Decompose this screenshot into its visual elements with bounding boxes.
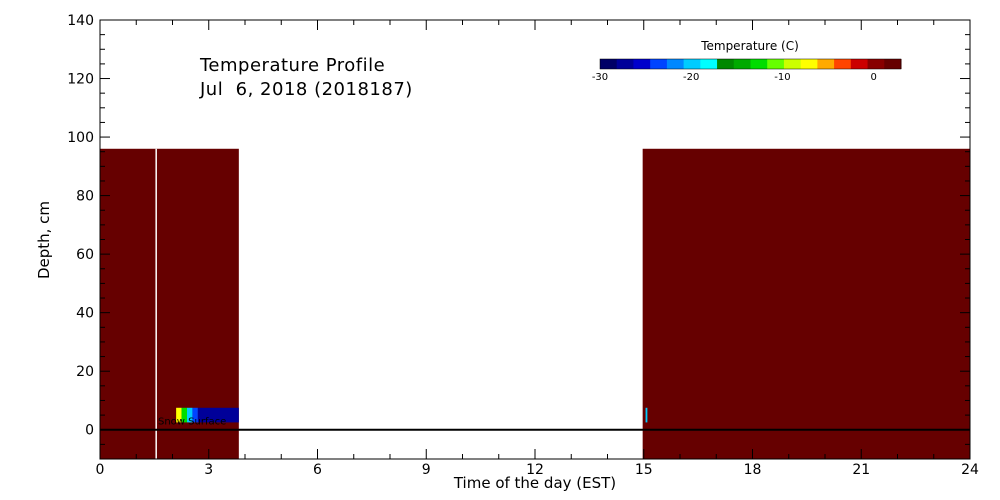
heatmap-block-3	[181, 407, 187, 423]
y-axis-label: Depth, cm	[35, 201, 53, 279]
colorbar-swatch-12	[800, 59, 818, 69]
colorbar-swatch-15	[850, 59, 869, 69]
y-tick-label-40: 40	[76, 306, 94, 322]
colorbar-swatch-5	[683, 59, 701, 69]
colorbar-swatch-6	[700, 59, 718, 69]
y-tick-label-100: 100	[67, 130, 94, 146]
colorbar	[599, 58, 902, 70]
snow-surface-annotation: Snow Surface	[158, 417, 226, 428]
x-tick-label-12: 12	[526, 462, 544, 478]
x-tick-label-15: 15	[635, 462, 653, 478]
heatmap-block-6	[197, 407, 239, 423]
colorbar-swatch-2	[633, 59, 651, 69]
x-axis-label: Time of the day (EST)	[453, 474, 616, 492]
colorbar-title: Temperature (C)	[700, 39, 799, 53]
x-tick-label-24: 24	[961, 462, 979, 478]
colorbar-swatch-8	[733, 59, 751, 69]
x-tick-label-18: 18	[744, 462, 762, 478]
colorbar-tick-label: -30	[592, 72, 608, 83]
axis-ticks	[99, 19, 971, 460]
heatmap-block-5	[192, 407, 198, 423]
colorbar-swatch-1	[616, 59, 634, 69]
heatmap-block-7	[645, 407, 648, 423]
colorbar-tick-label: 0	[870, 72, 876, 83]
colorbar-swatch-0	[600, 59, 618, 69]
colorbar-swatch-17	[884, 59, 902, 69]
heatmap-block-0	[100, 148, 239, 460]
colorbar-tick-label: -10	[774, 72, 790, 83]
y-tick-label-60: 60	[76, 247, 94, 263]
y-tick-labels: 0 20 40 60 80 100 120 140	[67, 13, 94, 439]
y-tick-label-20: 20	[76, 364, 94, 380]
heatmap-block-4	[187, 407, 193, 423]
heatmap-blocks	[100, 148, 970, 460]
y-tick-label-140: 140	[67, 13, 94, 29]
colorbar-swatch-11	[783, 59, 802, 69]
colorbar-swatch-4	[666, 59, 685, 69]
colorbar-swatch-7	[717, 59, 735, 69]
x-tick-label-0: 0	[96, 462, 105, 478]
x-tick-label-3: 3	[204, 462, 213, 478]
x-tick-label-6: 6	[313, 462, 322, 478]
x-tick-label-21: 21	[852, 462, 870, 478]
colorbar-swatch-16	[867, 59, 885, 69]
y-tick-label-120: 120	[67, 72, 94, 88]
colorbar-tick-labels: -30 -20 -10 0	[592, 72, 877, 83]
colorbar-tick-label: -20	[683, 72, 699, 83]
heatmap-block-2	[176, 407, 182, 423]
colorbar-swatch-14	[834, 59, 852, 69]
y-tick-label-0: 0	[85, 423, 94, 439]
colorbar-swatch-10	[767, 59, 785, 69]
colorbar-frame	[599, 58, 902, 70]
colorbar-swatch-9	[750, 59, 768, 69]
chart-subtitle: Jul 6, 2018 (2018187)	[199, 79, 413, 100]
reference-lines	[100, 148, 970, 459]
x-tick-label-9: 9	[422, 462, 431, 478]
heatmap-block-1	[642, 148, 970, 460]
chart-title: Temperature Profile	[199, 55, 385, 76]
x-tick-labels: 0 3 6 9 12 15 18 21 24	[96, 462, 979, 478]
colorbar-swatch-13	[817, 59, 835, 69]
colorbar-swatch-3	[650, 59, 668, 69]
y-tick-label-80: 80	[76, 189, 94, 205]
